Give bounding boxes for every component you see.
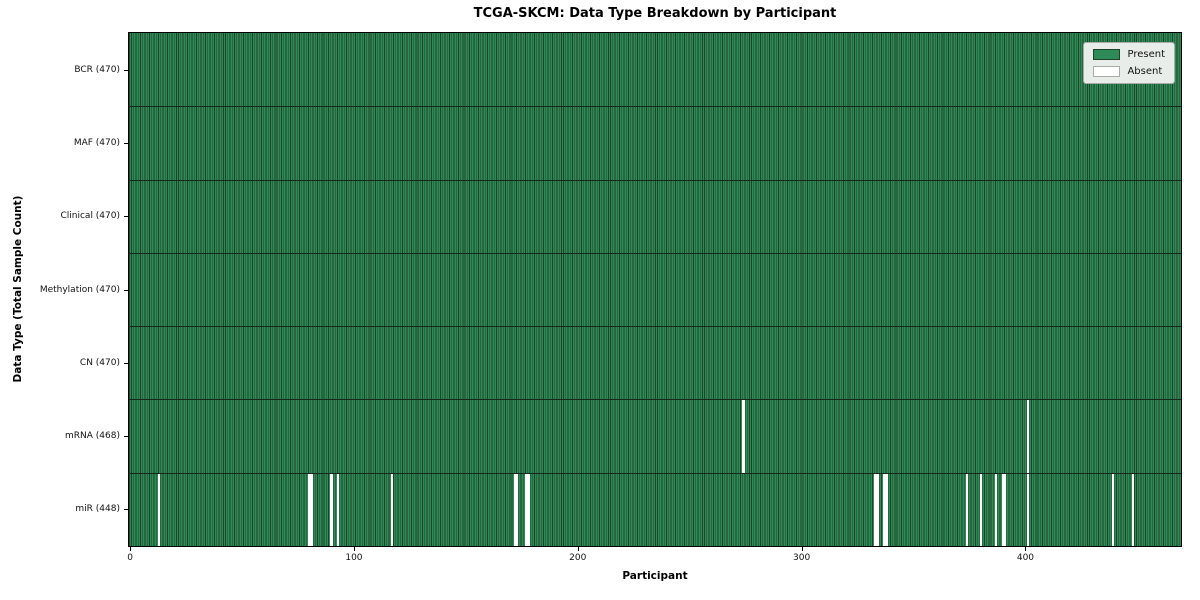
absent-gap	[525, 473, 530, 546]
absent-gap	[1001, 473, 1007, 546]
heatmap-row-Clinical	[129, 179, 1181, 253]
absent-gap	[966, 473, 969, 546]
absent-gap	[513, 473, 519, 546]
heatmap-row-mRNA	[129, 399, 1181, 473]
y-tick-label-Clinical: Clinical (470)	[60, 211, 120, 222]
y-tick-label-mRNA: mRNA (468)	[65, 431, 120, 442]
x-tick-mark	[801, 547, 803, 551]
legend: Present Absent	[1083, 42, 1175, 84]
absent-gap	[995, 473, 998, 546]
x-tick-label: 300	[793, 553, 811, 563]
x-tick-mark	[577, 547, 579, 551]
x-axis-label: Participant	[622, 570, 688, 582]
y-tick-mark	[124, 69, 128, 71]
heatmap-row-MAF	[129, 106, 1181, 179]
absent-gap	[330, 473, 333, 546]
x-tick-label: 100	[345, 553, 363, 563]
absent-gap	[874, 473, 879, 546]
y-axis-label: Data Type (Total Sample Count)	[12, 195, 24, 383]
y-tick-label-CN: CN (470)	[79, 357, 120, 368]
y-tick-mark	[124, 436, 128, 438]
y-tick-label-MAF: MAF (470)	[73, 137, 120, 148]
x-tick-mark	[130, 547, 132, 551]
absent-swatch-icon	[1093, 66, 1121, 77]
y-tick-mark	[124, 216, 128, 218]
present-swatch-icon	[1093, 49, 1121, 60]
y-tick-mark	[124, 362, 128, 364]
legend-item-present: Present	[1093, 49, 1165, 60]
heatmap-row-Methylation	[129, 252, 1181, 326]
legend-item-absent: Absent	[1093, 66, 1165, 77]
absent-gap	[1026, 400, 1029, 473]
y-tick-label-BCR: BCR (470)	[74, 64, 120, 75]
x-tick-mark	[353, 547, 355, 551]
absent-gap	[883, 473, 888, 546]
legend-absent-label: Absent	[1127, 65, 1163, 77]
absent-gap	[742, 400, 745, 473]
absent-gap	[979, 473, 982, 546]
y-tick-mark	[124, 289, 128, 291]
absent-gap	[158, 473, 161, 546]
absent-gap	[337, 473, 340, 546]
absent-gap	[308, 473, 313, 546]
heatmap-row-CN	[129, 326, 1181, 399]
legend-present-label: Present	[1127, 48, 1165, 60]
plot-area: Present Absent	[128, 32, 1182, 547]
x-tick-label: 200	[569, 553, 587, 563]
absent-gap	[1131, 473, 1134, 546]
x-tick-mark	[1025, 547, 1027, 551]
y-tick-mark	[124, 509, 128, 511]
x-tick-label: 0	[127, 553, 133, 563]
heatmap-row-BCR	[129, 33, 1181, 106]
absent-gap	[1111, 473, 1114, 546]
heatmap-row-miR	[129, 472, 1181, 546]
absent-gap	[390, 473, 394, 546]
chart-title: TCGA-SKCM: Data Type Breakdown by Partic…	[473, 6, 837, 21]
y-tick-label-miR: miR (448)	[75, 504, 120, 515]
y-tick-mark	[124, 142, 128, 144]
y-tick-label-Methylation: Methylation (470)	[39, 284, 120, 295]
absent-gap	[1026, 473, 1029, 546]
x-tick-label: 400	[1016, 553, 1035, 563]
